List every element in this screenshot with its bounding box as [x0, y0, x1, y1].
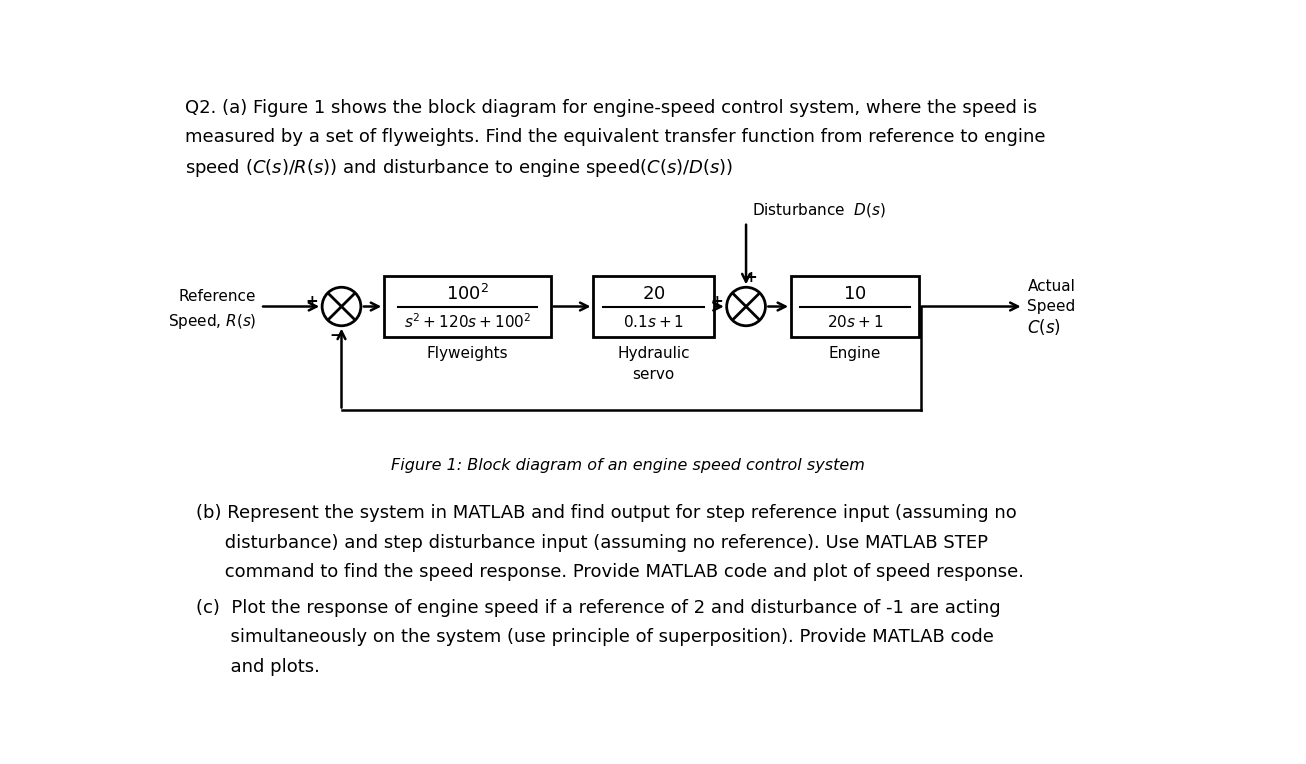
Text: and plots.: and plots. — [196, 658, 320, 675]
Text: Q2. (a) Figure 1 shows the block diagram for engine-speed control system, where : Q2. (a) Figure 1 shows the block diagram… — [185, 99, 1037, 117]
Text: $0.1s+1$: $0.1s+1$ — [623, 314, 684, 330]
Text: $10$: $10$ — [844, 285, 867, 303]
Text: Engine: Engine — [829, 346, 882, 361]
Text: +: + — [744, 270, 757, 285]
Text: Figure 1: Block diagram of an engine speed control system: Figure 1: Block diagram of an engine spe… — [392, 458, 865, 474]
Text: (b) Represent the system in MATLAB and find output for step reference input (ass: (b) Represent the system in MATLAB and f… — [196, 504, 1016, 523]
Bar — [384, 277, 551, 336]
Text: command to find the speed response. Provide MATLAB code and plot of speed respon: command to find the speed response. Prov… — [196, 563, 1024, 581]
Text: $C(s)$: $C(s)$ — [1028, 317, 1062, 337]
Text: $20$: $20$ — [641, 285, 665, 303]
Text: $20s+1$: $20s+1$ — [827, 314, 883, 330]
Text: Speed: Speed — [1028, 299, 1076, 314]
Text: Flyweights: Flyweights — [427, 346, 508, 361]
Text: (c)  Plot the response of engine speed if a reference of 2 and disturbance of -1: (c) Plot the response of engine speed if… — [196, 599, 1000, 617]
Text: $100^2$: $100^2$ — [445, 284, 488, 304]
Text: Speed, $R(s)$: Speed, $R(s)$ — [167, 312, 256, 332]
Text: +: + — [306, 293, 319, 309]
Text: Disturbance  $D(s)$: Disturbance $D(s)$ — [752, 201, 887, 219]
Text: simultaneously on the system (use principle of superposition). Provide MATLAB co: simultaneously on the system (use princi… — [196, 628, 994, 646]
Bar — [593, 277, 713, 336]
Text: disturbance) and step disturbance input (assuming no reference). Use MATLAB STEP: disturbance) and step disturbance input … — [196, 534, 987, 552]
Text: −: − — [329, 328, 342, 343]
Text: $s^2+120s+100^2$: $s^2+120s+100^2$ — [404, 312, 532, 332]
Bar — [791, 277, 919, 336]
Text: Hydraulic
servo: Hydraulic servo — [618, 346, 690, 382]
Text: measured by a set of flyweights. Find the equivalent transfer function from refe: measured by a set of flyweights. Find th… — [185, 128, 1045, 146]
Text: Actual: Actual — [1028, 279, 1075, 294]
Text: speed ($C(s)/R(s)$) and disturbance to engine speed($C(s)/D(s)$): speed ($C(s)/R(s)$) and disturbance to e… — [185, 157, 734, 179]
Text: Reference: Reference — [179, 289, 256, 304]
Text: +: + — [710, 293, 722, 309]
